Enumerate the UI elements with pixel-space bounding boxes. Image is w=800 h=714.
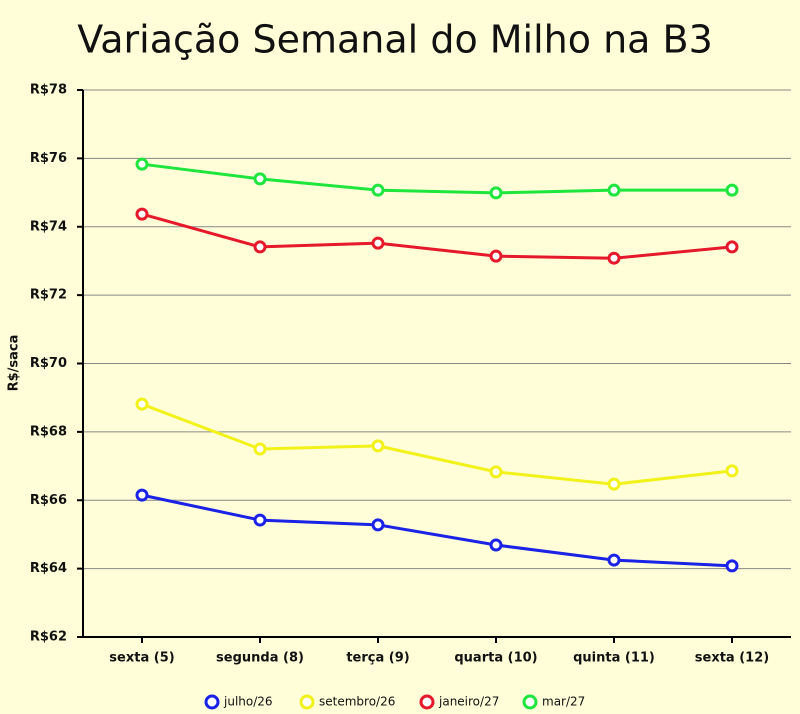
x-tick-label: quarta (10) bbox=[454, 651, 537, 666]
data-point bbox=[135, 488, 149, 502]
data-point bbox=[371, 439, 385, 453]
data-point bbox=[253, 442, 267, 456]
y-tick-label: R$78 bbox=[30, 83, 67, 98]
legend-marker bbox=[522, 694, 538, 710]
y-tick-label: R$68 bbox=[30, 424, 67, 439]
data-point bbox=[489, 249, 503, 263]
data-point bbox=[371, 518, 385, 532]
data-point bbox=[725, 464, 739, 478]
legend-label: setembro/26 bbox=[319, 695, 395, 709]
y-tick-label: R$74 bbox=[30, 219, 67, 234]
data-point bbox=[135, 207, 149, 221]
data-point bbox=[253, 513, 267, 527]
series-line bbox=[141, 212, 733, 260]
x-tick-label: sexta (12) bbox=[695, 651, 769, 666]
data-point bbox=[489, 465, 503, 479]
series-line bbox=[141, 162, 732, 195]
data-point bbox=[607, 553, 621, 567]
data-point bbox=[607, 477, 621, 491]
legend-marker bbox=[299, 694, 315, 710]
x-tick-label: quinta (11) bbox=[573, 651, 655, 666]
data-point bbox=[489, 186, 503, 200]
y-axis-label: R$/saca bbox=[7, 335, 22, 392]
x-tick-label: segunda (8) bbox=[216, 651, 304, 666]
data-point bbox=[489, 538, 503, 552]
series-line bbox=[141, 493, 733, 568]
series-line bbox=[141, 402, 733, 486]
y-tick-label: R$72 bbox=[30, 288, 67, 303]
data-point bbox=[135, 397, 149, 411]
data-point bbox=[725, 240, 739, 254]
legend-label: julho/26 bbox=[223, 695, 273, 709]
data-point bbox=[725, 559, 739, 573]
data-point bbox=[607, 183, 621, 197]
data-point bbox=[135, 157, 149, 171]
data-point bbox=[253, 172, 267, 186]
x-tick-label: terça (9) bbox=[346, 651, 409, 666]
y-tick-label: R$76 bbox=[30, 151, 67, 166]
x-tick-label: sexta (5) bbox=[109, 651, 174, 666]
y-tick-label: R$66 bbox=[30, 493, 67, 508]
data-point bbox=[607, 251, 621, 265]
data-point bbox=[253, 240, 267, 254]
legend-label: janeiro/27 bbox=[438, 695, 499, 709]
legend-marker bbox=[204, 694, 220, 710]
data-point bbox=[725, 183, 739, 197]
data-point bbox=[371, 183, 385, 197]
data-point bbox=[371, 236, 385, 250]
y-tick-label: R$62 bbox=[30, 630, 67, 645]
chart-title: Variação Semanal do Milho na B3 bbox=[77, 18, 713, 62]
legend-label: mar/27 bbox=[542, 695, 585, 709]
legend-marker bbox=[419, 694, 435, 710]
y-tick-label: R$64 bbox=[30, 561, 67, 576]
y-tick-label: R$70 bbox=[30, 356, 67, 371]
